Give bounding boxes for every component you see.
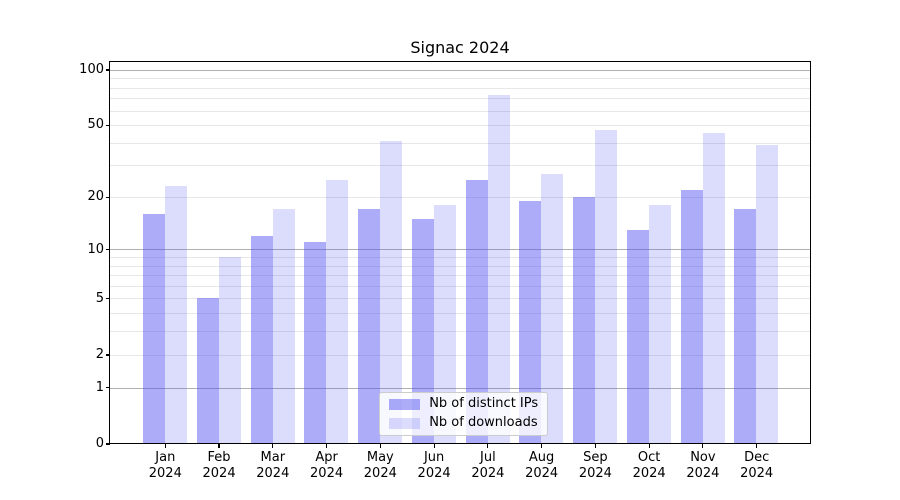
y-tick-label: 10 <box>87 241 104 257</box>
y-tick-label: 100 <box>79 61 104 77</box>
y-tick-mark <box>105 69 110 71</box>
x-tick-mark <box>325 443 328 448</box>
x-tick-mark <box>702 443 704 448</box>
y-tick-mark <box>105 387 110 389</box>
x-tick-label: Nov 2024 <box>686 450 720 481</box>
x-tick-label: Jun 2024 <box>417 450 451 481</box>
gridline-minor <box>110 196 810 198</box>
y-tick-mark <box>105 443 110 445</box>
legend-label: Nb of downloads <box>429 415 538 431</box>
y-tick-mark <box>105 124 110 126</box>
y-tick-label: 20 <box>87 189 104 205</box>
bar-distinct-ips <box>196 298 219 444</box>
x-tick-mark <box>648 443 650 448</box>
x-tick-mark <box>594 443 596 448</box>
bar-distinct-ips <box>304 242 327 444</box>
gridline-minor <box>110 142 810 144</box>
x-tick-label: Aug 2024 <box>525 450 559 481</box>
y-tick-label: 0 <box>95 436 104 451</box>
bar-distinct-ips <box>142 214 165 444</box>
x-axis-labels: Jan 2024 Feb 2024 Mar 2024 Apr 2024 May 2024… <box>111 450 811 484</box>
bar-downloads <box>756 144 779 444</box>
bar-downloads <box>164 186 187 444</box>
x-tick-mark <box>433 443 435 448</box>
bar-distinct-ips <box>250 235 273 444</box>
x-tick-label: Oct 2024 <box>632 450 666 481</box>
legend: Nb of distinct IPs Nb of downloads <box>379 391 549 436</box>
gridline-minor <box>110 298 810 300</box>
legend-swatch-distinct-ips <box>389 398 421 410</box>
gridline-minor <box>110 265 810 267</box>
legend-item-distinct-ips: Nb of distinct IPs <box>380 396 547 412</box>
gridline-minor <box>110 275 810 277</box>
bar-distinct-ips <box>411 218 434 444</box>
bar-downloads <box>433 205 456 444</box>
x-tick-label: Jan 2024 <box>148 450 182 481</box>
x-tick-label: Mar 2024 <box>256 450 290 481</box>
gridline-minor <box>110 98 810 100</box>
x-tick-mark <box>164 443 166 448</box>
bar-distinct-ips <box>680 189 703 444</box>
x-tick-label: Feb 2024 <box>202 450 236 481</box>
y-tick-mark <box>105 196 110 198</box>
x-tick-mark <box>272 443 274 448</box>
gridline-minor <box>110 354 810 356</box>
x-tick-mark <box>756 443 758 448</box>
bar-downloads <box>380 140 403 444</box>
gridline-minor <box>110 78 810 80</box>
gridline-minor <box>110 313 810 315</box>
x-tick-mark <box>541 443 543 448</box>
legend-label: Nb of distinct IPs <box>429 396 539 412</box>
x-tick-mark <box>487 443 489 448</box>
bar-distinct-ips <box>465 179 488 444</box>
gridline-minor <box>110 285 810 287</box>
plot-area: Nb of distinct IPs Nb of downloads <box>109 61 811 445</box>
bar-downloads <box>702 133 725 444</box>
gridline-major <box>110 249 810 251</box>
x-tick-mark <box>218 443 220 448</box>
bar-downloads <box>648 205 671 444</box>
x-tick-label: Sep 2024 <box>578 450 612 481</box>
bar-distinct-ips <box>519 200 542 444</box>
gridline-major <box>110 387 810 389</box>
bar-downloads <box>272 209 295 444</box>
x-tick-label: Dec 2024 <box>740 450 774 481</box>
chart-title: Signac 2024 <box>410 38 510 57</box>
y-tick-mark <box>105 249 110 251</box>
bar-downloads <box>487 94 510 444</box>
y-tick-label: 5 <box>95 290 104 306</box>
gridline-minor <box>110 165 810 167</box>
x-tick-label: Apr 2024 <box>310 450 344 481</box>
gridline-minor <box>110 87 810 89</box>
bar-distinct-ips <box>734 209 757 444</box>
gridline-minor <box>110 257 810 259</box>
bar-distinct-ips <box>573 196 596 444</box>
bar-downloads <box>218 257 241 444</box>
legend-item-downloads: Nb of downloads <box>380 415 547 431</box>
bar-downloads <box>541 173 564 444</box>
y-tick-label: 1 <box>95 379 104 395</box>
bar-downloads <box>595 129 618 444</box>
bar-distinct-ips <box>626 229 649 444</box>
bar-downloads <box>326 179 349 444</box>
y-tick-mark <box>105 354 110 356</box>
bar-distinct-ips <box>358 209 381 444</box>
y-tick-label: 2 <box>95 346 104 362</box>
gridline-minor <box>110 110 810 112</box>
y-tick-label: 50 <box>87 117 104 133</box>
x-tick-label: May 2024 <box>363 450 397 481</box>
x-tick-mark <box>379 443 381 448</box>
x-tick-label: Jul 2024 <box>471 450 505 481</box>
gridline-minor <box>110 125 810 127</box>
y-tick-mark <box>105 298 110 300</box>
gridline-minor <box>110 331 810 333</box>
legend-swatch-downloads <box>389 417 421 429</box>
gridline-major <box>110 69 810 71</box>
